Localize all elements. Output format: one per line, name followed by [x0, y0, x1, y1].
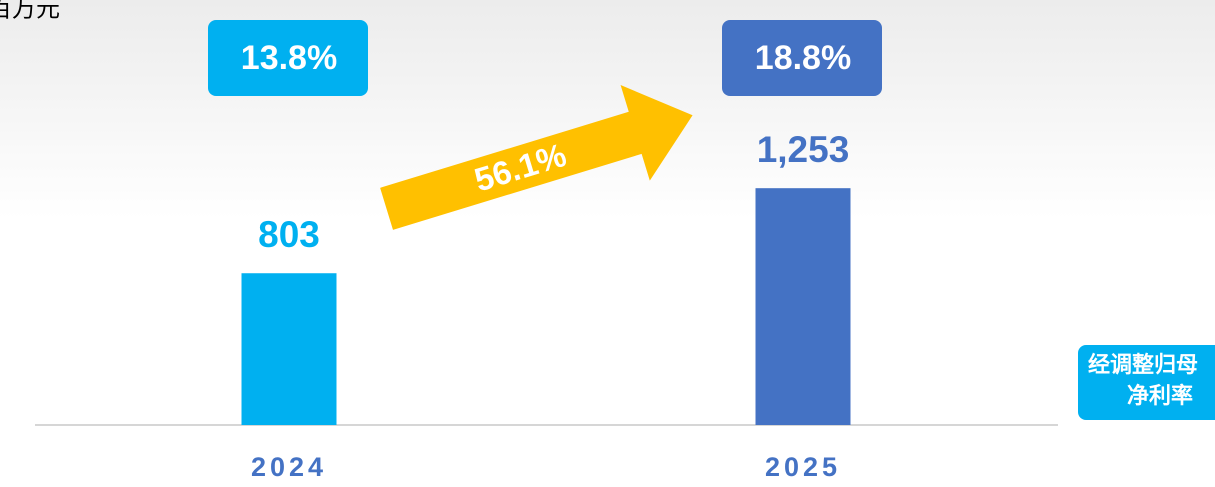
margin-box [208, 20, 368, 96]
margin-label: 13.8% [241, 39, 337, 77]
side-label: 净利率 [1127, 383, 1193, 408]
arrow-shape [380, 85, 693, 230]
x-tick-label: 2025 [765, 452, 841, 482]
margin-label: 18.8% [755, 39, 851, 77]
x-tick-label: 2024 [251, 452, 327, 482]
value-label: 1,253 [757, 129, 850, 170]
margin-box [722, 20, 882, 96]
value-label: 803 [258, 214, 320, 255]
bar [755, 188, 851, 425]
bar [241, 273, 337, 425]
unit-label: 百万元 [0, 0, 60, 22]
side-label: 经调整归母 [1088, 352, 1198, 377]
side-badge [1078, 345, 1215, 420]
